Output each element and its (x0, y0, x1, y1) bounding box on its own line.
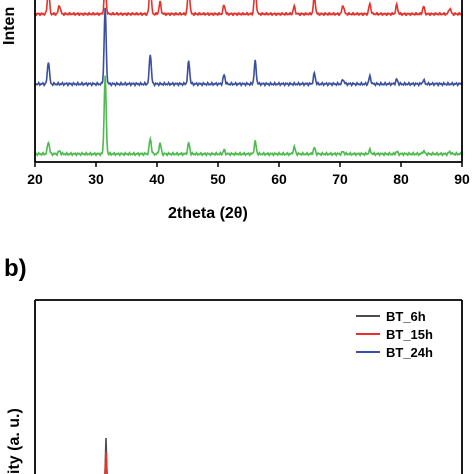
panel-a-x-tick-label: 70 (332, 171, 348, 187)
panel-a-series-line (34, 7, 463, 88)
legend-label: BT_15h (386, 327, 433, 342)
panel-a-x-tick-label: 50 (210, 171, 226, 187)
panel-a-y-axis-title: Inten (1, 7, 18, 45)
panel-a-series-line (34, 75, 463, 158)
panel-a-x-tick-label: 40 (149, 171, 165, 187)
panel-a-x-tick-label: 80 (393, 171, 409, 187)
legend-label: BT_24h (386, 345, 433, 360)
panel-a-x-ticks: 20 30 40 50 60 70 80 90 (27, 162, 470, 187)
panel-b-peak-red (104, 451, 108, 474)
panel-b: b) ity (a. u.) BT_6h BT_15h BT_24h (4, 255, 463, 474)
panel-a-x-tick-label: 90 (454, 171, 470, 187)
panel-a-x-tick-label: 20 (27, 171, 43, 187)
panel-b-label: b) (4, 255, 27, 282)
legend-label: BT_6h (386, 309, 426, 324)
panel-b-legend: BT_6h BT_15h BT_24h (356, 309, 433, 360)
panel-a-series-line (34, 0, 463, 17)
panel-a-x-axis-title: 2theta (2θ) (168, 205, 248, 222)
panel-b-y-axis-title: ity (a. u.) (6, 408, 23, 474)
panel-a-x-tick-label: 60 (271, 171, 287, 187)
panel-a-axes (34, 0, 463, 163)
panel-a-series (34, 0, 463, 158)
panel-a: 20 30 40 50 60 70 80 90 2theta (2θ) Inten (1, 0, 470, 222)
panel-b-series (104, 437, 108, 474)
panel-a-x-tick-label: 30 (88, 171, 104, 187)
